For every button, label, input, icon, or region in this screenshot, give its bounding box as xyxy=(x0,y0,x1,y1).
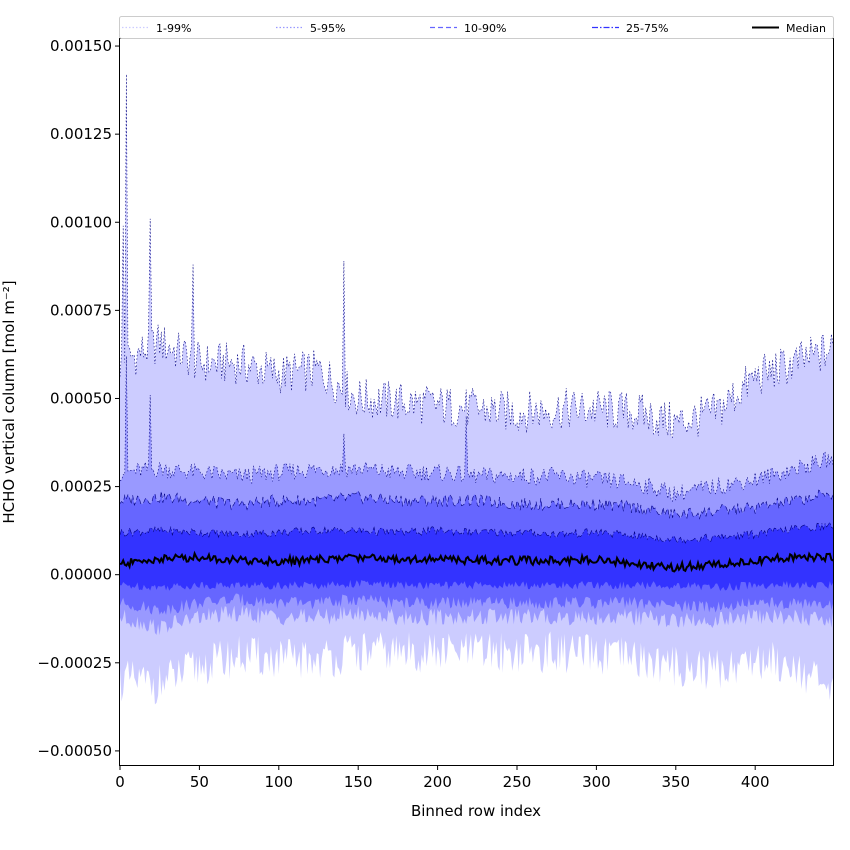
band-upper-line-5-95% xyxy=(119,356,834,503)
legend-label: 10-90% xyxy=(464,22,506,35)
legend-label: 25-75% xyxy=(626,22,668,35)
y-tick-label: −0.00050 xyxy=(37,742,112,760)
y-tick-label: 0.00025 xyxy=(50,478,112,496)
percentile-bands xyxy=(120,74,833,705)
x-tick-label: 250 xyxy=(503,773,532,791)
y-tick-label: 0.00125 xyxy=(50,125,112,143)
y-tick-label: −0.00025 xyxy=(37,654,112,672)
x-tick-label: 200 xyxy=(423,773,452,791)
band-upper-line-1-99% xyxy=(119,74,834,439)
y-tick-label: 0.00100 xyxy=(50,213,112,231)
y-axis-label: HCHO vertical column [mol m⁻²] xyxy=(0,280,18,523)
x-tick-label: 150 xyxy=(344,773,373,791)
y-tick-label: 0.00075 xyxy=(50,301,112,319)
y-axis: −0.00050 −0.00025 0.00000 0.00025 0.00050 0.0… xyxy=(37,37,120,760)
x-axis: 0 50 100 150 200 250 300 350 400 xyxy=(115,765,770,791)
legend-label: Median xyxy=(786,22,826,35)
legend: 1-99% 5-95% 10-90% 25-75% Median xyxy=(119,16,834,39)
x-axis-label: Binned row index xyxy=(411,802,541,820)
x-tick-label: 50 xyxy=(190,773,209,791)
x-tick-label: 350 xyxy=(661,773,690,791)
y-tick-label: 0.00150 xyxy=(50,37,112,55)
legend-label: 1-99% xyxy=(156,22,191,35)
x-tick-label: 0 xyxy=(115,773,125,791)
y-tick-label: 0.00000 xyxy=(50,566,112,584)
legend-box xyxy=(119,16,834,39)
y-tick-label: 0.00050 xyxy=(50,389,112,407)
x-tick-label: 400 xyxy=(741,773,770,791)
percentile-lines xyxy=(119,74,834,573)
x-tick-label: 100 xyxy=(264,773,293,791)
x-tick-label: 300 xyxy=(582,773,611,791)
median-line xyxy=(119,550,834,573)
band-upper-line-25-75% xyxy=(119,521,834,545)
legend-label: 5-95% xyxy=(310,22,345,35)
